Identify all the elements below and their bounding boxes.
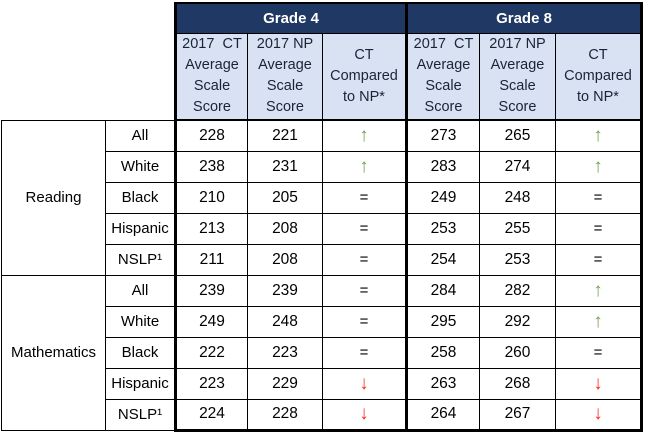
g4-comparison: ↑ bbox=[322, 150, 407, 183]
g8-ct-score: 284 bbox=[405, 274, 480, 307]
table-row: Reading All 228 221 ↑ 273 265 ↑ bbox=[1, 119, 643, 276]
g8-np-score: 255 bbox=[479, 212, 556, 245]
g4-comparison: = bbox=[322, 336, 407, 369]
g8-comparison: ↑ bbox=[555, 119, 643, 152]
g8-ct-score: 264 bbox=[405, 398, 480, 432]
g4-comparison: = bbox=[322, 305, 407, 338]
group-label: Hispanic bbox=[105, 212, 176, 245]
g8-comparison: = bbox=[555, 181, 643, 214]
g8-comparison: = bbox=[555, 212, 643, 245]
grade-8-header: Grade 8 bbox=[405, 2, 643, 34]
subject-label-mathematics: Mathematics bbox=[1, 274, 106, 431]
table-row: NSLP¹ 224 228 ↓ 264 267 ↓ bbox=[2, 398, 643, 432]
g8-comparison: = bbox=[555, 243, 643, 276]
g8-np-score: 268 bbox=[479, 367, 556, 400]
g8-np-score: 253 bbox=[479, 243, 556, 276]
group-label: All bbox=[105, 274, 176, 307]
grade-header-row: Grade 4 Grade 8 bbox=[1, 2, 643, 120]
g8-np-score: 265 bbox=[479, 119, 556, 152]
group-label: NSLP¹ bbox=[105, 398, 176, 431]
g4-np-score: 228 bbox=[247, 398, 323, 432]
g8-compare-header: CT Compared to NP* bbox=[555, 32, 643, 121]
g8-comparison: = bbox=[555, 336, 643, 369]
table-row: Hispanic 213 208 = 253 255 = bbox=[2, 212, 643, 245]
g8-np-score: 282 bbox=[479, 274, 556, 307]
g4-ct-score: 223 bbox=[174, 367, 248, 400]
g4-np-score: 229 bbox=[247, 367, 323, 400]
group-label: All bbox=[105, 119, 176, 152]
g4-comparison: ↓ bbox=[322, 398, 407, 432]
g8-ct-score: 258 bbox=[405, 336, 480, 369]
g8-ct-score: 283 bbox=[405, 150, 480, 183]
group-label: Hispanic bbox=[105, 367, 176, 400]
group-label: NSLP¹ bbox=[105, 243, 176, 276]
g8-comparison: ↓ bbox=[555, 367, 643, 400]
table-row: White 238 231 ↑ 283 274 ↑ bbox=[2, 150, 643, 183]
g4-np-score: 239 bbox=[247, 274, 323, 307]
g8-comparison: ↓ bbox=[555, 398, 643, 432]
g8-ct-score: 253 bbox=[405, 212, 480, 245]
g8-ct-score: 295 bbox=[405, 305, 480, 338]
g8-ct-score: 273 bbox=[405, 119, 480, 152]
g4-compare-header: CT Compared to NP* bbox=[322, 32, 407, 121]
g4-comparison: = bbox=[322, 243, 407, 276]
table-row: NSLP¹ 211 208 = 254 253 = bbox=[2, 243, 643, 276]
g8-np-score: 292 bbox=[479, 305, 556, 338]
g4-np-score: 221 bbox=[247, 119, 323, 152]
naep-score-table: Grade 4 Grade 8 2017 CT Average Scale Sc… bbox=[1, 2, 643, 432]
g8-np-avg-header: 2017 NP Average Scale Score bbox=[479, 32, 556, 121]
g4-comparison: = bbox=[322, 212, 407, 245]
g4-ct-score: 210 bbox=[174, 181, 248, 214]
table-row: White 249 248 = 295 292 ↑ bbox=[2, 305, 643, 338]
group-label: Black bbox=[105, 181, 176, 214]
grade-4-header: Grade 4 bbox=[174, 2, 407, 34]
g4-np-score: 208 bbox=[247, 212, 323, 245]
g8-ct-score: 254 bbox=[405, 243, 480, 276]
g4-ct-score: 239 bbox=[174, 274, 248, 307]
g4-np-avg-header: 2017 NP Average Scale Score bbox=[247, 32, 323, 121]
g4-ct-avg-header: 2017 CT Average Scale Score bbox=[174, 32, 248, 121]
g4-comparison: ↓ bbox=[322, 367, 407, 400]
g8-comparison: ↑ bbox=[555, 274, 643, 307]
g4-np-score: 248 bbox=[247, 305, 323, 338]
g4-comparison: = bbox=[322, 274, 407, 307]
table-row: Hispanic 223 229 ↓ 263 268 ↓ bbox=[2, 367, 643, 400]
g4-ct-score: 222 bbox=[174, 336, 248, 369]
group-label: White bbox=[105, 305, 176, 338]
g4-comparison: = bbox=[322, 181, 407, 214]
g4-np-score: 205 bbox=[247, 181, 323, 214]
g8-np-score: 248 bbox=[479, 181, 556, 214]
g4-ct-score: 238 bbox=[174, 150, 248, 183]
g4-ct-score: 228 bbox=[174, 119, 248, 152]
subject-label-reading: Reading bbox=[1, 119, 106, 276]
blank-corner bbox=[1, 3, 176, 120]
table-row: Black 210 205 = 249 248 = bbox=[2, 181, 643, 214]
g4-comparison: ↑ bbox=[322, 119, 407, 152]
g8-np-score: 267 bbox=[479, 398, 556, 432]
g4-ct-score: 249 bbox=[174, 305, 248, 338]
group-label: Black bbox=[105, 336, 176, 369]
g8-ct-avg-header: 2017 CT Average Scale Score bbox=[405, 32, 480, 121]
table-row: Black 222 223 = 258 260 = bbox=[2, 336, 643, 369]
g4-np-score: 223 bbox=[247, 336, 323, 369]
g4-ct-score: 211 bbox=[174, 243, 248, 276]
column-header-row: 2017 CT Average Scale Score 2017 NP Aver… bbox=[2, 32, 643, 121]
g8-comparison: ↑ bbox=[555, 150, 643, 183]
group-label: White bbox=[105, 150, 176, 183]
g8-np-score: 274 bbox=[479, 150, 556, 183]
g8-ct-score: 263 bbox=[405, 367, 480, 400]
g4-np-score: 231 bbox=[247, 150, 323, 183]
g8-comparison: ↑ bbox=[555, 305, 643, 338]
g4-ct-score: 213 bbox=[174, 212, 248, 245]
table-row: Mathematics All 239 239 = 284 282 ↑ bbox=[1, 274, 643, 431]
g4-ct-score: 224 bbox=[174, 398, 248, 432]
g4-np-score: 208 bbox=[247, 243, 323, 276]
g8-np-score: 260 bbox=[479, 336, 556, 369]
g8-ct-score: 249 bbox=[405, 181, 480, 214]
